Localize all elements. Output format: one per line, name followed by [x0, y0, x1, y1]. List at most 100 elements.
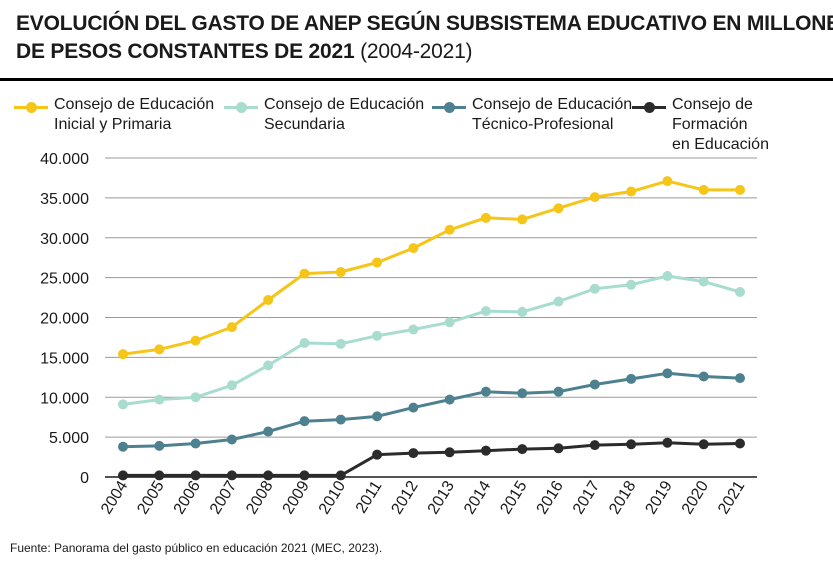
y-tick-label: 20.000 [40, 311, 89, 328]
y-tick-label: 0 [80, 470, 89, 487]
x-tick-label: 2015 [497, 478, 530, 517]
y-tick-label: 5.000 [49, 430, 89, 447]
data-point-series-3 [662, 437, 673, 448]
data-point-series-1 [335, 338, 346, 349]
legend-swatch-primaria [14, 101, 48, 115]
data-point-series-2 [589, 379, 600, 390]
legend-label-tecnico-profesional: Consejo de Educación Técnico-Profesional [472, 96, 633, 133]
legend-item-primaria: Consejo de Educación Inicial y Primaria [14, 95, 214, 135]
data-point-series-0 [553, 203, 564, 214]
data-point-series-2 [698, 371, 709, 382]
legend-item-secundaria: Consejo de Educación Secundaria [224, 95, 424, 135]
data-point-series-0 [226, 322, 237, 333]
y-tick-label: 25.000 [40, 271, 89, 288]
data-point-series-0 [444, 224, 455, 235]
data-point-series-1 [299, 338, 310, 349]
data-point-series-0 [299, 268, 310, 279]
data-point-series-1 [263, 360, 274, 371]
data-point-series-3 [226, 470, 237, 481]
data-point-series-3 [735, 438, 745, 449]
data-point-series-2 [626, 373, 637, 384]
data-point-series-0 [408, 243, 419, 254]
data-point-series-1 [626, 279, 637, 290]
chart-title: EVOLUCIÓN DEL GASTO DE ANEP SEGÚN SUBSIS… [16, 10, 833, 66]
data-point-series-1 [190, 392, 201, 403]
data-point-series-1 [662, 271, 673, 282]
x-tick-label: 2006 [171, 478, 204, 517]
x-tick-label: 2004 [98, 478, 131, 517]
source-note: Fuente: Panorama del gasto público en ed… [10, 541, 383, 555]
title-divider [0, 78, 833, 81]
legend-label-secundaria: Consejo de Educación Secundaria [264, 96, 425, 133]
y-tick-label: 30.000 [40, 231, 89, 248]
data-point-series-3 [263, 470, 274, 481]
x-tick-label: 2021 [715, 478, 748, 517]
data-point-series-0 [735, 184, 745, 195]
data-point-series-3 [372, 449, 383, 460]
data-point-series-3 [118, 470, 128, 481]
x-tick-label: 2007 [207, 478, 240, 517]
title-line-2-main: DE PESOS CONSTANTES DE 2021 [16, 40, 355, 63]
series-line-1 [122, 274, 741, 406]
y-tick-label: 15.000 [40, 350, 89, 367]
data-point-series-3 [444, 447, 455, 458]
data-point-series-2 [480, 386, 491, 397]
data-point-series-0 [626, 186, 637, 197]
data-point-series-0 [517, 214, 528, 225]
data-point-series-2 [226, 434, 237, 445]
x-tick-label: 2017 [570, 478, 603, 517]
legend-label-formacion: Consejo de Formación en Educación [672, 96, 769, 153]
y-tick-label: 10.000 [40, 390, 89, 407]
legend: Consejo de Educación Inicial y Primaria … [14, 95, 829, 153]
data-point-series-0 [118, 349, 128, 360]
data-point-series-1 [589, 283, 600, 294]
line-chart: 0 5.000 10.000 15.000 20.000 25.000 30.000 35.0… [40, 151, 757, 517]
data-point-series-3 [408, 448, 419, 459]
y-tick-label: 40.000 [40, 151, 89, 168]
data-point-series-0 [589, 192, 600, 203]
x-tick-label: 2014 [461, 478, 494, 517]
data-point-series-2 [118, 441, 128, 452]
data-point-series-0 [335, 267, 346, 278]
data-point-series-2 [335, 414, 346, 425]
data-point-series-2 [662, 368, 673, 379]
data-point-series-1 [553, 296, 564, 307]
data-point-series-2 [735, 373, 745, 384]
x-tick-label: 2009 [280, 478, 313, 517]
data-point-series-3 [589, 440, 600, 451]
data-point-series-1 [226, 380, 237, 391]
legend-item-tecnico-profesional: Consejo de Educación Técnico-Profesional [432, 95, 632, 135]
data-point-series-0 [698, 184, 709, 195]
data-point-series-3 [480, 445, 491, 456]
data-point-series-3 [299, 470, 310, 481]
x-tick-label: 2016 [534, 478, 567, 517]
legend-swatch-tecnico-profesional [432, 101, 466, 115]
legend-label-primaria: Consejo de Educación Inicial y Primaria [54, 96, 215, 133]
data-point-series-3 [154, 470, 165, 481]
data-point-series-0 [480, 212, 491, 223]
data-point-series-2 [517, 388, 528, 399]
data-point-series-0 [190, 335, 201, 346]
data-point-series-2 [372, 411, 383, 422]
data-point-series-1 [735, 286, 745, 297]
data-point-series-2 [553, 386, 564, 397]
x-tick-label: 2019 [643, 478, 676, 517]
data-point-series-3 [553, 443, 564, 454]
data-point-series-1 [118, 399, 128, 410]
x-tick-label: 2008 [243, 478, 276, 517]
data-point-series-1 [444, 317, 455, 328]
x-tick-label: 2012 [388, 478, 421, 517]
data-point-series-3 [335, 470, 346, 481]
title-line-2: DE PESOS CONSTANTES DE 2021 (2004-2021) [16, 38, 816, 66]
data-point-series-2 [408, 402, 419, 413]
data-point-series-3 [190, 470, 201, 481]
series-line-3 [123, 441, 741, 477]
data-point-series-0 [154, 344, 165, 355]
data-point-series-2 [444, 394, 455, 405]
data-point-series-2 [263, 426, 274, 437]
data-point-series-3 [626, 439, 637, 450]
data-point-series-1 [480, 306, 491, 317]
title-year-range: (2004-2021) [360, 40, 473, 63]
data-point-series-1 [154, 394, 165, 405]
title-line-1: EVOLUCIÓN DEL GASTO DE ANEP SEGÚN SUBSIS… [16, 12, 833, 35]
